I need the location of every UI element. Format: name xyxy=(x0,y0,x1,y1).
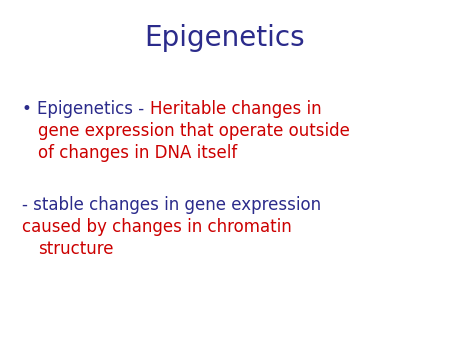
Text: Heritable changes in: Heritable changes in xyxy=(149,100,321,118)
Text: structure: structure xyxy=(38,240,113,258)
Text: Epigenetics: Epigenetics xyxy=(145,24,305,52)
Text: •: • xyxy=(22,100,37,118)
Text: caused by changes in chromatin: caused by changes in chromatin xyxy=(22,218,292,236)
Text: Epigenetics -: Epigenetics - xyxy=(37,100,149,118)
Text: gene expression that operate outside: gene expression that operate outside xyxy=(38,122,350,140)
Text: - stable changes in gene expression: - stable changes in gene expression xyxy=(22,196,321,214)
Text: of changes in DNA itself: of changes in DNA itself xyxy=(38,144,237,162)
